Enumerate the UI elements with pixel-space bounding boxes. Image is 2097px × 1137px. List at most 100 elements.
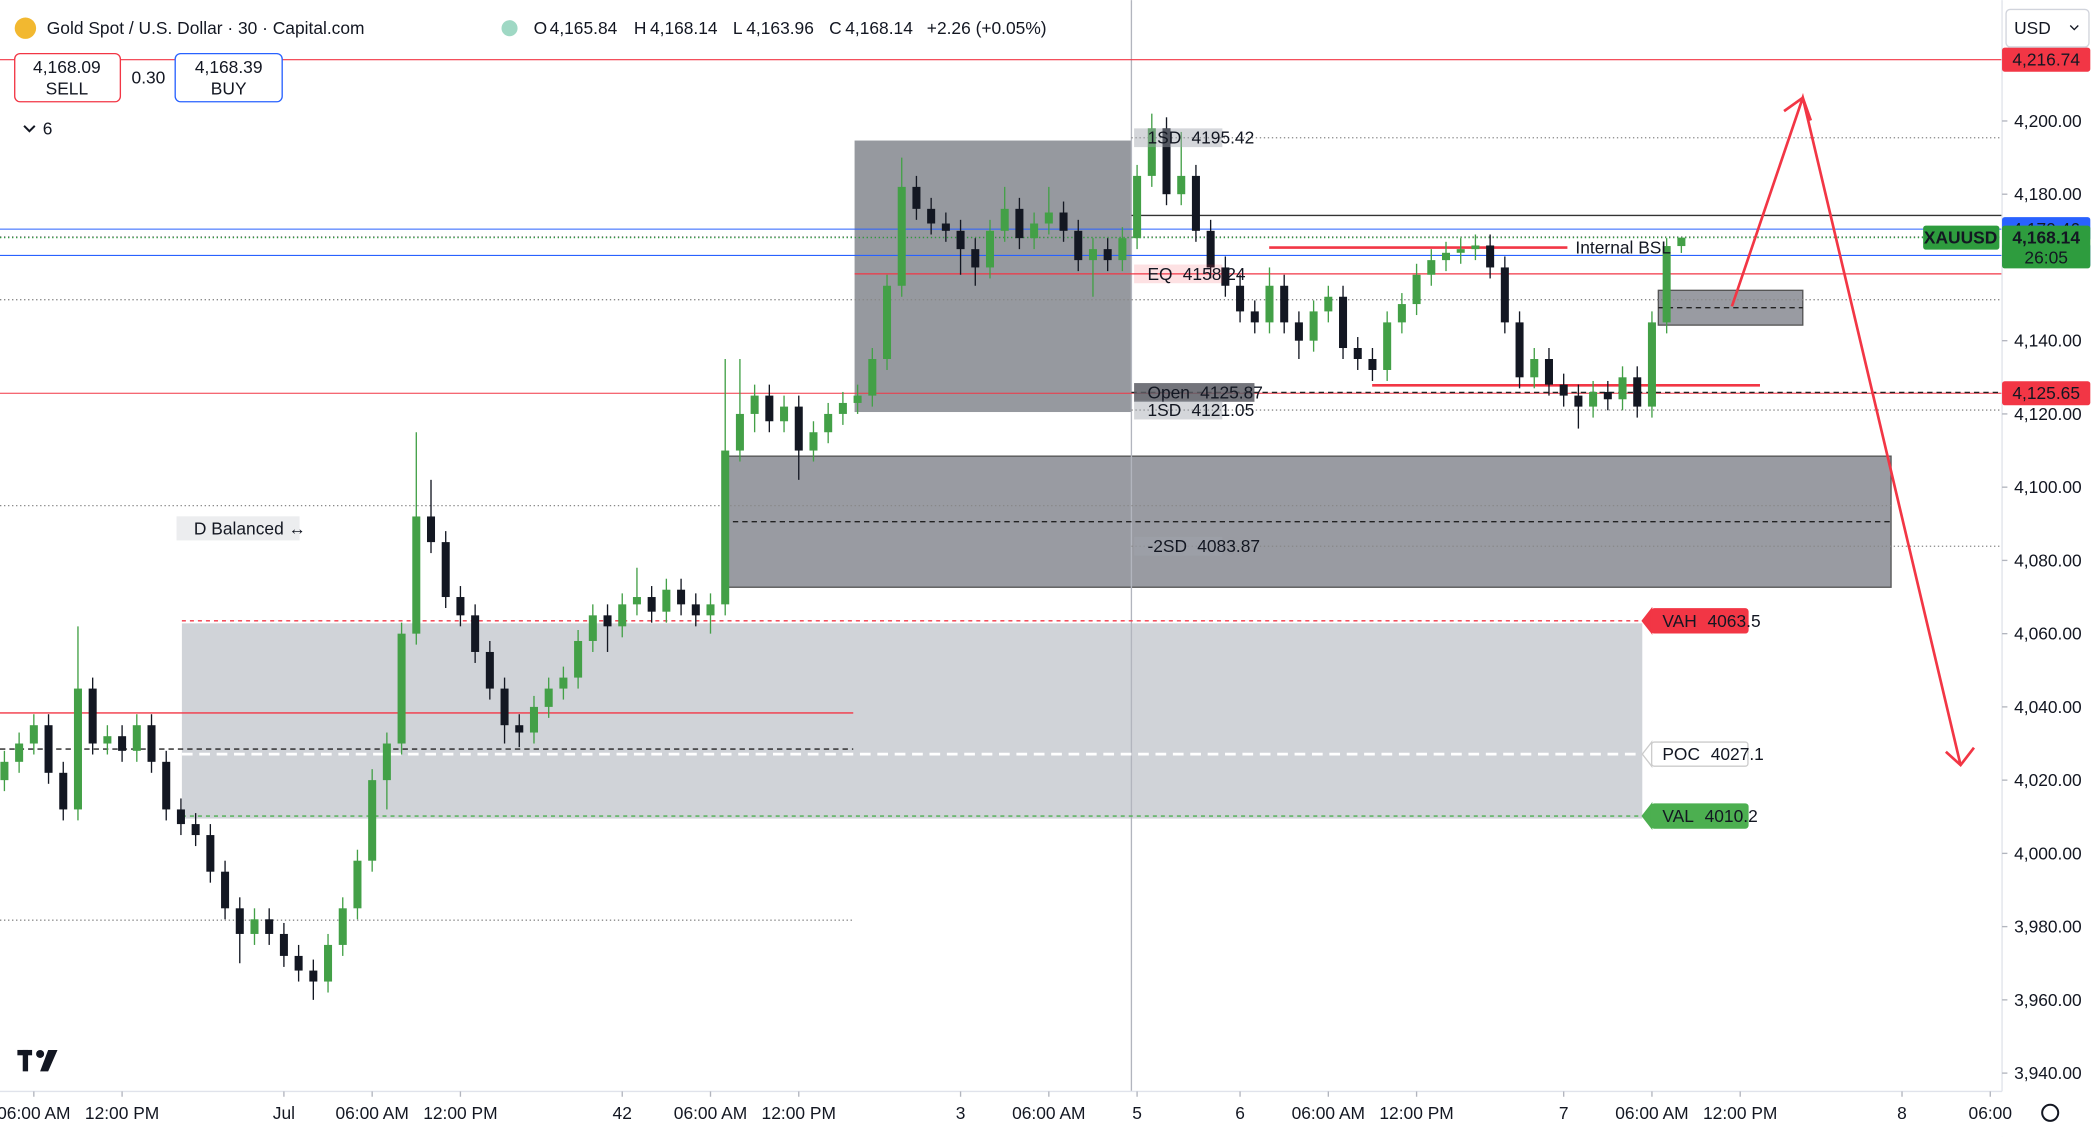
level-label: -2SD 4083.87 <box>1147 536 1260 556</box>
candle-body <box>1015 208 1024 239</box>
logo-part <box>22 1049 29 1072</box>
level-value: 4195.42 <box>1191 128 1254 148</box>
candle-body <box>191 824 200 836</box>
y-tick-label: 3,940.00 <box>2014 1063 2082 1083</box>
candle-body <box>544 688 553 707</box>
ohlc-value: 4,163.96 <box>746 18 814 38</box>
y-tick-label: 4,140.00 <box>2014 331 2082 351</box>
candle-body <box>1133 175 1142 239</box>
profile-name: POC <box>1662 744 1700 764</box>
currency: USD <box>2014 18 2051 38</box>
profile-label: VAL 4010.2 <box>1662 806 1757 826</box>
settings-icon[interactable] <box>2041 1103 2060 1122</box>
candle-body <box>382 743 391 781</box>
spread: 0.30 <box>132 68 166 88</box>
level-box <box>1134 383 1255 402</box>
candle-body <box>103 736 112 744</box>
candle-body <box>809 432 818 451</box>
candle-body <box>1294 322 1303 341</box>
chart-title: Gold Spot / U.S. Dollar · 30 · Capital.c… <box>47 18 365 38</box>
candle-body <box>603 615 612 627</box>
candle-body <box>883 285 892 359</box>
currency-select[interactable] <box>2005 8 2090 48</box>
candle-body <box>1103 249 1112 261</box>
candle-body <box>956 230 965 250</box>
level-box <box>1134 536 1223 556</box>
symbol-icon <box>14 17 37 39</box>
sell-button[interactable] <box>14 52 122 103</box>
price-label-box <box>2002 47 2091 72</box>
profile-value: 4010.2 <box>1705 806 1758 826</box>
balanced-label: D Balanced ↔ <box>194 518 306 538</box>
level-value: 4125.87 <box>1200 382 1263 402</box>
x-tick-label: 12:00 PM <box>1379 1103 1453 1123</box>
candle-body <box>1044 212 1053 224</box>
profile-tag <box>1650 741 1749 767</box>
candle-body <box>1265 285 1274 323</box>
x-tick-label: 06:00 <box>1969 1103 2012 1123</box>
price-axis <box>2002 0 2097 1137</box>
level-name: Open <box>1147 382 1190 402</box>
candle-body <box>1618 377 1627 400</box>
x-tick-label: 42 <box>613 1103 632 1123</box>
profile-value: 4063.5 <box>1707 611 1760 631</box>
candle-body <box>1589 391 1598 407</box>
value-area-zone <box>181 623 1643 819</box>
x-tick-label: 12:00 PM <box>762 1103 836 1123</box>
candle-body <box>485 651 494 689</box>
candle-body <box>1118 238 1127 261</box>
candle-body <box>1500 267 1509 323</box>
level-name: 1SD <box>1147 128 1181 148</box>
candle-body <box>1280 285 1289 323</box>
level-box <box>1134 264 1223 284</box>
axes: 3,940.00 3,960.00 3,980.00 4,000.00 4,020.00… <box>0 47 2091 1123</box>
candle-body <box>15 743 24 762</box>
candle-body <box>765 395 774 422</box>
x-tick-label: 12:00 PM <box>1703 1103 1777 1123</box>
x-tick-label: 7 <box>1559 1103 1569 1123</box>
candle-body <box>1309 311 1318 341</box>
candle-body <box>618 604 627 627</box>
zone <box>722 455 1892 588</box>
candle-body <box>1162 128 1171 195</box>
profile-name: VAH <box>1662 611 1696 631</box>
overlay: D Balanced ↔ Internal BSL 1SD 4195.42 EQ … <box>17 92 1976 1072</box>
y-tick-label: 4,080.00 <box>2014 550 2082 570</box>
candle-body <box>265 919 274 934</box>
profile-tag <box>1650 803 1749 829</box>
candle-body <box>1236 285 1245 312</box>
x-tick-label: 12:00 PM <box>85 1103 159 1123</box>
x-tick-label: 06:00 AM <box>1292 1103 1365 1123</box>
y-tick-label: 4,100.00 <box>2014 477 2082 497</box>
y-tick-label: 3,980.00 <box>2014 917 2082 937</box>
tv-logo <box>17 1049 58 1072</box>
candle-body <box>235 908 244 934</box>
profile-name: VAL <box>1662 806 1694 826</box>
countdown: 26:05 <box>2024 248 2067 268</box>
arrow-head <box>1944 746 1976 768</box>
candle-body <box>735 413 744 451</box>
status-dot <box>501 20 518 37</box>
candle-body <box>132 725 141 751</box>
candle-body <box>721 450 730 605</box>
candle-body <box>971 249 980 268</box>
x-tick-label: 06:00 AM <box>1012 1103 1085 1123</box>
buy-text: BUY <box>211 78 247 98</box>
x-tick-label: 6 <box>1235 1103 1245 1123</box>
sell-text: SELL <box>46 78 89 98</box>
change: +2.26 (+0.05%) <box>927 18 1047 38</box>
ohlc-letter: O <box>534 18 548 38</box>
buy-price: 4,168.39 <box>195 57 263 77</box>
candle-body <box>662 589 671 612</box>
ohlc-value: 4,168.14 <box>650 18 718 38</box>
candle-body <box>1677 237 1686 247</box>
candle-body <box>1147 128 1156 176</box>
x-tick-label: 06:00 AM <box>674 1103 747 1123</box>
buy-button[interactable] <box>174 52 283 103</box>
candle-body <box>221 871 230 909</box>
x-tick-label: Jul <box>273 1103 295 1123</box>
candle-body <box>88 688 97 744</box>
collapse-icon[interactable] <box>23 125 36 133</box>
